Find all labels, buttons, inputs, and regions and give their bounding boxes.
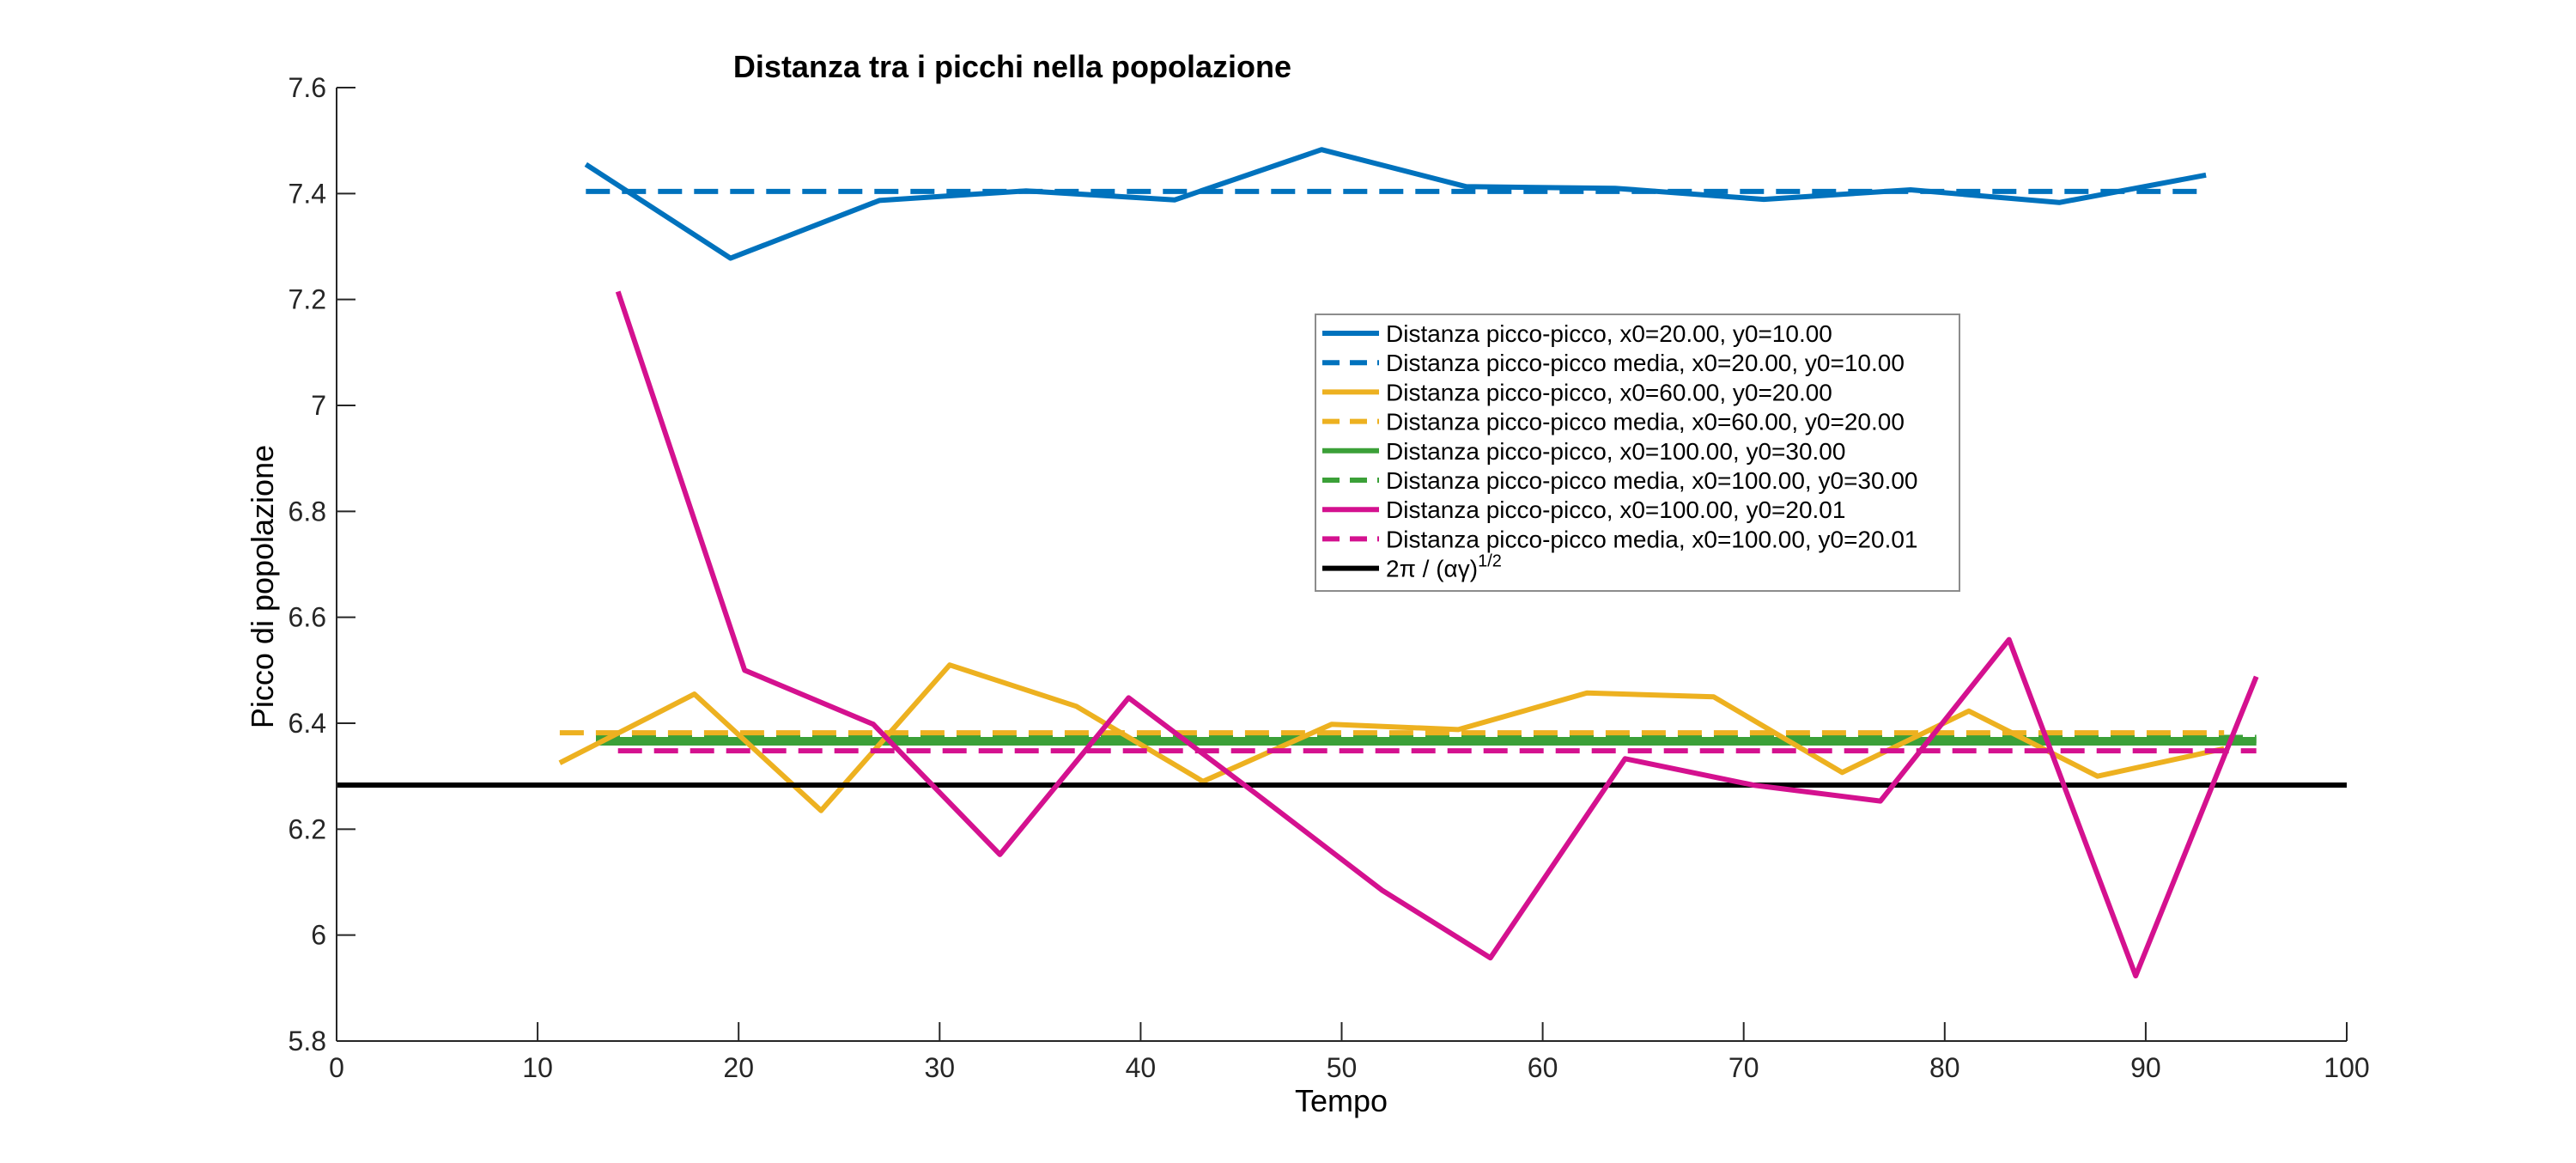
legend-entries: Distanza picco-picco, x0=20.00, y0=10.00… <box>1322 320 1918 582</box>
series-blue-line <box>584 147 2207 261</box>
x-tick-label: 30 <box>925 1052 956 1083</box>
x-tick-label: 80 <box>1929 1052 1960 1083</box>
legend-label: Distanza picco-picco media, x0=60.00, y0… <box>1386 409 1905 435</box>
x-tick-label: 70 <box>1728 1052 1759 1083</box>
y-tick-label: 5.8 <box>289 1026 326 1056</box>
legend-box <box>1315 314 1960 592</box>
y-axis-ticks: 5.8 6 6.2 6.4 6.6 6.8 7 7.2 7.4 7.6 <box>289 72 355 1056</box>
x-tick-label: 50 <box>1327 1052 1358 1083</box>
y-tick-label: 7.6 <box>289 72 326 103</box>
y-tick-label: 7.4 <box>289 178 326 209</box>
legend-label-formula: 2π / (αγ)1/2 <box>1386 552 1502 582</box>
legend-label: Distanza picco-picco media, x0=100.00, y… <box>1386 467 1918 494</box>
series-magenta-line <box>615 290 2259 979</box>
legend-label: Distanza picco-picco media, x0=100.00, y… <box>1386 526 1918 552</box>
legend-formula-superscript: 1/2 <box>1478 552 1502 571</box>
y-tick-label: 6.4 <box>289 708 326 739</box>
chart-title: Distanza tra i picchi nella popolazione <box>733 49 1291 84</box>
x-tick-label: 60 <box>1528 1052 1558 1083</box>
y-tick-label: 7 <box>311 390 326 421</box>
y-tick-label: 6 <box>311 920 326 951</box>
legend: Distanza picco-picco, x0=20.00, y0=10.00… <box>1315 314 1960 592</box>
x-tick-label: 90 <box>2130 1052 2161 1083</box>
x-axis-ticks: 0 10 20 30 40 50 60 70 80 90 100 <box>329 1022 2370 1083</box>
legend-label: Distanza picco-picco media, x0=20.00, y0… <box>1386 350 1905 376</box>
y-axis-label: Picco di popolazione <box>245 445 280 728</box>
legend-label: Distanza picco-picco, x0=100.00, y0=30.0… <box>1386 438 1845 465</box>
x-tick-label: 20 <box>723 1052 754 1083</box>
legend-label: Distanza picco-picco, x0=20.00, y0=10.00 <box>1386 320 1832 347</box>
x-tick-label: 0 <box>329 1052 344 1083</box>
x-tick-label: 100 <box>2324 1052 2369 1083</box>
legend-label: Distanza picco-picco, x0=100.00, y0=20.0… <box>1386 496 1845 523</box>
y-tick-label: 7.2 <box>289 284 326 315</box>
legend-label: Distanza picco-picco, x0=60.00, y0=20.00 <box>1386 379 1832 405</box>
y-tick-label: 6.2 <box>289 813 326 844</box>
y-tick-label: 6.8 <box>289 496 326 527</box>
axes-layer: 0 10 20 30 40 50 60 70 80 90 100 5.8 6 6.2 6.4 6.6 6.8 7… <box>289 72 2370 1083</box>
x-tick-label: 10 <box>522 1052 553 1083</box>
x-axis-label: Tempo <box>1295 1083 1388 1118</box>
series-layer <box>337 147 2347 979</box>
x-tick-label: 40 <box>1126 1052 1157 1083</box>
y-tick-label: 6.6 <box>289 602 326 633</box>
